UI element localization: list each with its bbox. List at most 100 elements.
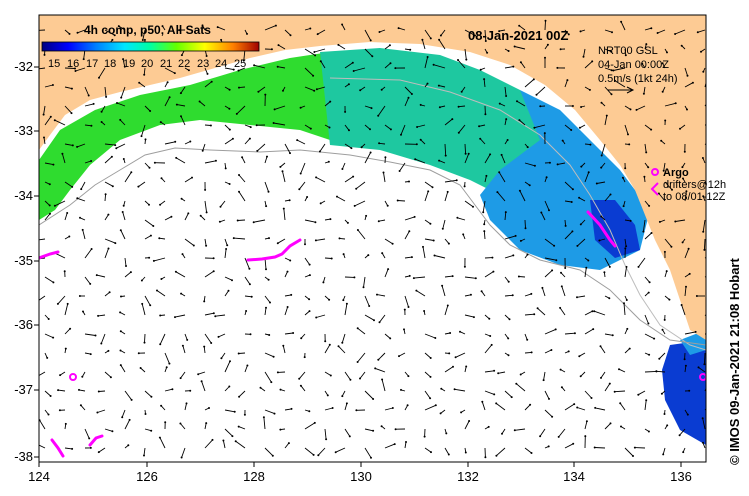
current-vector — [375, 367, 386, 373]
current-vector-head — [82, 58, 85, 61]
current-vector-head — [457, 131, 460, 134]
current-vector-head — [345, 302, 348, 305]
current-vector-head — [445, 432, 448, 435]
current-vector — [142, 29, 146, 41]
current-vector-head — [210, 342, 213, 344]
current-vector-head — [548, 161, 551, 164]
current-vector — [64, 86, 73, 90]
current-vector-head — [463, 265, 466, 268]
current-vector — [404, 216, 415, 221]
current-vector-head — [715, 333, 717, 335]
current-vector — [638, 390, 646, 396]
current-vector — [413, 276, 426, 279]
current-vector — [355, 181, 366, 190]
current-vector-head — [274, 24, 277, 27]
current-vector-head — [95, 274, 98, 277]
current-vector — [104, 86, 107, 97]
current-vector — [424, 219, 431, 225]
current-vector-head — [268, 237, 270, 240]
current-vector-head — [158, 436, 161, 439]
current-vector — [180, 423, 186, 430]
current-vector — [544, 349, 552, 354]
current-vector — [119, 119, 126, 126]
current-vector — [504, 235, 516, 240]
current-vector-head — [662, 169, 665, 172]
current-vector-head — [228, 183, 231, 185]
current-vector-head — [205, 422, 208, 425]
current-vector-head — [701, 417, 704, 420]
current-vector-head — [628, 347, 631, 350]
current-vector-head — [117, 25, 120, 28]
current-vector-head — [187, 212, 190, 215]
current-vector-head — [42, 113, 45, 116]
current-vector-head — [632, 455, 634, 457]
current-vector — [104, 181, 114, 187]
current-vector-head — [559, 368, 562, 371]
current-vector-head — [203, 300, 206, 303]
current-vector — [444, 447, 450, 455]
current-vector-head — [359, 89, 362, 92]
current-vector-head — [474, 34, 476, 37]
current-vector-head — [174, 140, 177, 143]
current-vector — [224, 67, 234, 71]
current-vector-head — [220, 38, 223, 41]
current-vector-head — [181, 253, 184, 256]
current-vector-head — [189, 140, 192, 143]
current-vector-head — [388, 44, 391, 47]
current-vector-head — [313, 421, 316, 424]
current-vector — [504, 390, 513, 398]
current-vector-head — [98, 76, 100, 79]
current-vector-head — [168, 96, 171, 99]
current-vector — [238, 352, 246, 354]
current-vector — [204, 160, 216, 164]
current-vector — [544, 328, 556, 335]
current-vector-head — [308, 410, 311, 413]
current-vector-head — [703, 248, 706, 251]
current-vector — [144, 219, 154, 227]
current-vector-head — [464, 152, 467, 155]
current-vector — [184, 403, 187, 411]
current-vector-head — [545, 176, 548, 179]
current-vector-head — [599, 345, 602, 348]
current-vector — [80, 405, 86, 411]
current-vector — [201, 381, 206, 392]
current-vector-head — [611, 334, 614, 337]
current-vector-head — [187, 69, 190, 72]
current-vector-head — [237, 69, 240, 72]
current-vector — [164, 141, 176, 145]
current-vector-head — [578, 355, 581, 358]
current-vector — [180, 86, 186, 94]
current-vector-head — [674, 220, 677, 223]
current-vector — [181, 447, 186, 458]
current-vector-head — [421, 38, 424, 41]
current-vector — [304, 124, 312, 129]
current-vector — [544, 390, 550, 400]
current-vector-head — [663, 413, 666, 415]
current-vector — [383, 172, 386, 183]
current-vector — [364, 105, 372, 109]
current-vector-head — [337, 43, 340, 46]
current-vector-head — [212, 312, 215, 315]
current-vector-head — [457, 105, 460, 108]
current-vector — [304, 48, 316, 56]
current-vector — [544, 257, 557, 261]
current-vector-head — [107, 349, 110, 352]
current-vector-head — [158, 237, 161, 240]
current-vector-head — [299, 384, 302, 387]
current-vector-head — [555, 259, 558, 262]
current-vector-head — [156, 289, 158, 292]
current-vector-head — [434, 404, 437, 407]
current-vector — [273, 122, 286, 126]
current-vector — [264, 447, 274, 457]
current-vector — [514, 46, 526, 50]
current-vector-head — [533, 164, 536, 167]
current-vector — [64, 212, 68, 221]
current-vector-head — [334, 451, 337, 454]
current-vector-head — [661, 90, 664, 93]
current-vector — [377, 105, 386, 116]
current-vector — [39, 371, 46, 376]
current-vector-head — [199, 214, 202, 217]
lon-tick-label: 132 — [457, 469, 479, 484]
current-vector-head — [314, 239, 317, 242]
current-vector — [584, 390, 592, 399]
